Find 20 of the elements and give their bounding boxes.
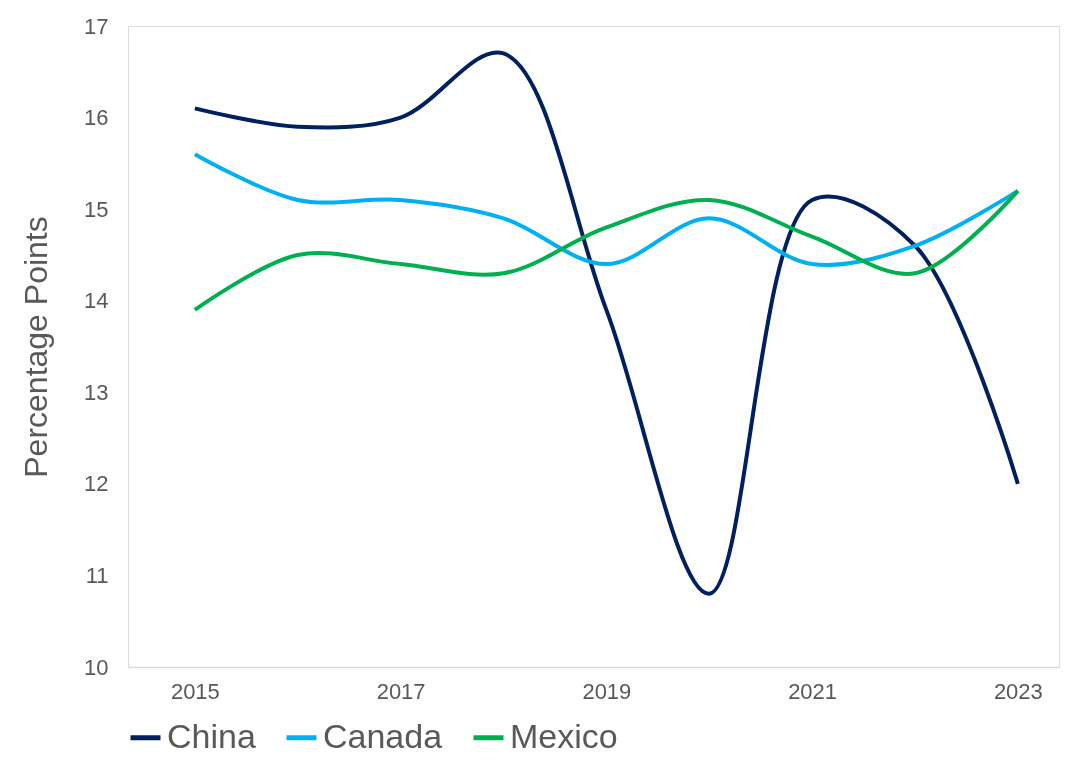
- x-tick-label: 2017: [376, 678, 426, 704]
- x-tick-label: 2023: [993, 678, 1043, 704]
- y-tick-label: 16: [84, 105, 109, 131]
- x-tick-label: 2021: [788, 678, 838, 704]
- y-tick-label: 13: [84, 379, 109, 405]
- line-series: [192, 188, 1020, 312]
- legend-label: Canada: [323, 716, 443, 755]
- y-tick-label: 12: [84, 471, 109, 497]
- line-series: [192, 152, 1020, 267]
- line-series: [192, 50, 1020, 596]
- legend-label: Mexico: [510, 716, 618, 755]
- y-tick-label: 10: [84, 654, 109, 680]
- legend-label: China: [167, 716, 256, 755]
- x-tick-label: 2015: [170, 678, 220, 704]
- y-tick-label: 11: [85, 562, 109, 588]
- y-tick-label: 14: [84, 288, 109, 314]
- x-tick-label: 2019: [582, 678, 632, 704]
- y-tick-label: 17: [84, 13, 109, 39]
- y-axis-title: Percentage Points: [18, 216, 55, 478]
- y-tick-label: 15: [84, 196, 109, 222]
